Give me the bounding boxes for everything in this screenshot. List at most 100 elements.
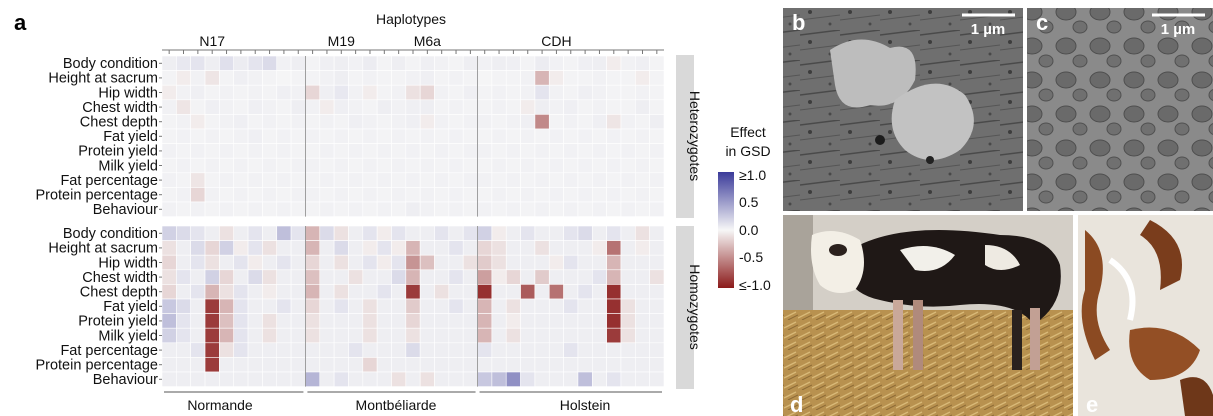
homozygote-cell	[520, 313, 536, 329]
heterozygote-cell	[405, 114, 421, 130]
heterozygote-cell	[534, 143, 550, 159]
homozygote-cell	[419, 269, 435, 285]
heterozygote-cell	[176, 84, 191, 101]
homozygote-cell	[190, 313, 206, 329]
heterozygote-cell	[204, 172, 220, 188]
homozygote-cell	[219, 254, 235, 271]
homozygote-cell	[448, 313, 464, 329]
homozygote-cell	[319, 371, 335, 387]
homozygote-cell	[305, 254, 321, 271]
heterozygote-cell	[405, 143, 421, 159]
homozygote-cell	[161, 327, 177, 344]
homozygote-cell	[505, 254, 521, 271]
homozygote-cell	[520, 298, 536, 314]
heterozygote-cell	[491, 201, 507, 217]
homozygote-cell	[620, 342, 636, 358]
homozygote-cell	[161, 371, 177, 387]
homozygote-cell	[290, 240, 306, 256]
homozygote-cell	[362, 298, 378, 314]
heterozygote-row-label: Body condition	[63, 56, 158, 72]
heterozygote-cell	[219, 201, 235, 217]
homozygote-cell	[405, 371, 421, 387]
homozygote-cell	[649, 254, 665, 271]
heterozygote-cell	[591, 157, 607, 174]
heterozygote-cell	[176, 157, 191, 174]
heterozygote-cell	[405, 187, 421, 203]
heterozygote-cell	[391, 201, 407, 217]
homozygote-cell	[649, 342, 665, 358]
heterozygote-cell	[405, 84, 421, 101]
heterozygote-cell	[376, 55, 392, 71]
heterozygote-cell	[434, 128, 450, 144]
heterozygote-cell	[649, 99, 665, 115]
heterozygote-cell	[620, 99, 636, 115]
homozygote-cell	[348, 254, 364, 271]
homozygote-cell	[534, 284, 550, 300]
heterozygote-cell	[434, 172, 450, 188]
heterozygote-cell	[563, 187, 579, 203]
heterozygote-cell	[290, 84, 306, 101]
homozygote-cell	[591, 225, 607, 241]
homozygote-cell	[635, 269, 650, 285]
homozygote-cell	[434, 357, 450, 373]
heterozygote-cell	[305, 128, 321, 144]
heterozygote-cell	[305, 55, 321, 71]
homozygote-cell	[405, 240, 421, 256]
heterozygote-cell	[462, 157, 478, 174]
homozygote-row-label: Protein percentage	[35, 358, 158, 374]
heterozygote-row-label: Fat percentage	[60, 173, 158, 189]
homozygote-cell	[534, 298, 550, 314]
heterozygote-cell	[591, 114, 607, 130]
heterozygote-cell	[161, 201, 177, 217]
heterozygote-cell	[548, 187, 564, 203]
heterozygote-cell	[520, 84, 536, 101]
heterozygote-cell	[405, 157, 421, 174]
homozygote-cell	[620, 313, 636, 329]
heterozygote-cell	[419, 201, 435, 217]
homozygote-cell	[548, 342, 564, 358]
heterozygote-cell	[290, 157, 306, 174]
homozygote-cell	[362, 342, 378, 358]
homozygote-cell	[548, 313, 564, 329]
heterozygote-cell	[290, 201, 306, 217]
homozygote-cell	[348, 225, 364, 241]
homozygote-cell	[405, 313, 421, 329]
heterozygote-cell	[262, 114, 278, 130]
homozygote-cell	[591, 284, 607, 300]
homozygote-cell	[176, 357, 191, 373]
heterozygote-cell	[391, 128, 407, 144]
homozygote-row-label: Body condition	[63, 226, 158, 242]
hair-brown-tuft-1	[1081, 230, 1110, 360]
heterozygote-cell	[434, 157, 450, 174]
homozygote-cell	[391, 298, 407, 314]
homozygote-cell	[606, 269, 622, 285]
hair-brown-tuft-2	[1140, 220, 1182, 290]
homozygote-cell	[405, 327, 421, 344]
homozygote-cell	[190, 225, 206, 241]
homozygote-cell	[505, 269, 521, 285]
homozygote-cell	[491, 225, 507, 241]
homozygote-cell	[477, 240, 493, 256]
heterozygote-cell	[548, 99, 564, 115]
homozygote-cell	[548, 254, 564, 271]
homozygote-cell	[534, 269, 550, 285]
heterozygote-cell	[233, 84, 249, 101]
homozygote-cell	[635, 327, 650, 344]
homozygote-cell	[333, 357, 349, 373]
em-image-c	[1027, 8, 1213, 211]
calf-white-patch-2	[985, 245, 1020, 270]
homozygote-cell	[262, 371, 278, 387]
homozygote-cell	[319, 313, 335, 329]
homozygote-cell	[577, 225, 593, 241]
heterozygote-cell	[247, 143, 263, 159]
homozygote-cell	[419, 342, 435, 358]
breed-label-normande: Normande	[187, 397, 253, 413]
homozygote-cell	[333, 284, 349, 300]
heterozygote-cell	[649, 187, 665, 203]
homozygote-cell	[247, 269, 263, 285]
heterozygote-cell	[333, 114, 349, 130]
homozygote-cell	[376, 371, 392, 387]
heterozygote-cell	[434, 201, 450, 217]
heterozygote-cell	[606, 84, 622, 101]
heterozygote-cell	[391, 172, 407, 188]
